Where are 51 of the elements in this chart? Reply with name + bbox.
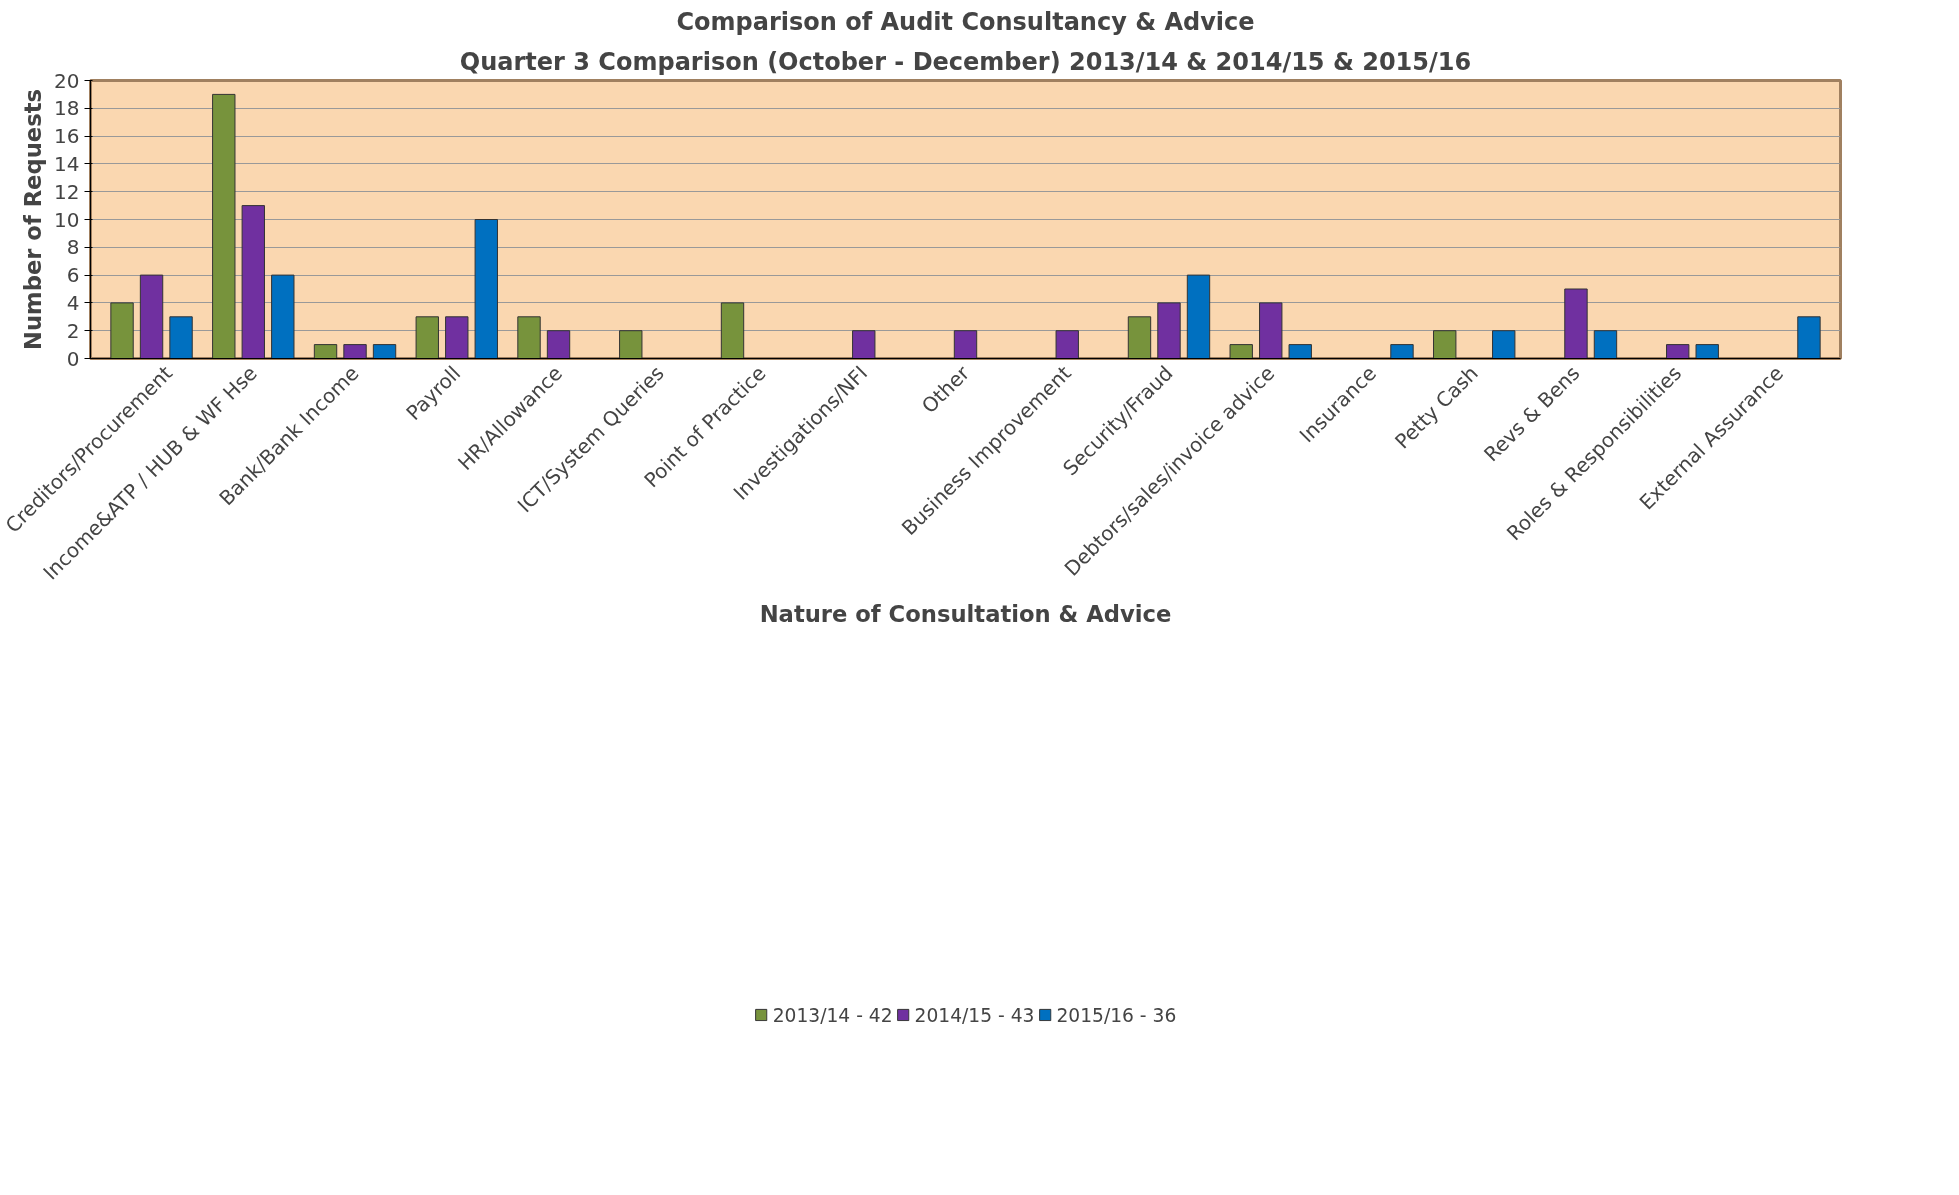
bar [953,330,978,359]
y-tick-label: 4 [66,290,80,315]
y-axis-title: Number of Requests [20,89,47,350]
bar [546,330,571,359]
bar [852,330,876,359]
bar [372,344,397,359]
bar [445,316,469,359]
bar [1127,316,1152,359]
y-tick-label: 0 [66,346,80,371]
y-tick-label: 6 [66,263,80,288]
bar [1797,316,1821,359]
bar [1564,288,1588,359]
chart-title: Comparison of Audit Consultancy & Advice [676,7,1255,36]
bar [1288,344,1312,359]
bar [517,316,541,359]
bar [415,316,439,359]
bar [1259,302,1283,359]
y-tick-label: 10 [54,207,80,232]
bar [1186,274,1211,359]
bar [1433,330,1457,359]
bar [241,205,265,359]
bar [343,344,367,359]
y-tick-label: 18 [54,96,80,121]
chart-subtitle: Quarter 3 Comparison (October - December) 2013/14 & 2014/15 & 2015/16 [459,47,1472,76]
bar [1390,344,1414,359]
x-axis-title: Nature of Consultation & Advice [759,601,1172,628]
bar [1229,344,1253,359]
bar [619,330,643,359]
bar [720,302,745,359]
bar [139,274,164,359]
y-tick-label: 2 [66,318,80,343]
y-tick-label: 12 [54,179,80,204]
legend-label: 2014/15 - 43 [914,1004,1035,1026]
bar [212,93,236,359]
bar [271,274,295,359]
bar [1157,302,1181,359]
y-tick-label: 14 [54,151,80,176]
legend-label: 2015/16 - 36 [1056,1004,1177,1026]
bar [1055,330,1079,359]
bar [1492,330,1516,359]
bar [474,219,498,359]
bar [1666,344,1690,359]
y-tick-label: 20 [54,68,80,93]
legend-label: 2013/14 - 42 [772,1004,893,1026]
y-tick-label: 8 [66,235,80,260]
y-tick-label: 16 [54,124,80,149]
bar [169,316,193,359]
bar [313,344,338,359]
bar [1593,330,1618,359]
bar [110,302,134,359]
bar [1695,344,1719,359]
